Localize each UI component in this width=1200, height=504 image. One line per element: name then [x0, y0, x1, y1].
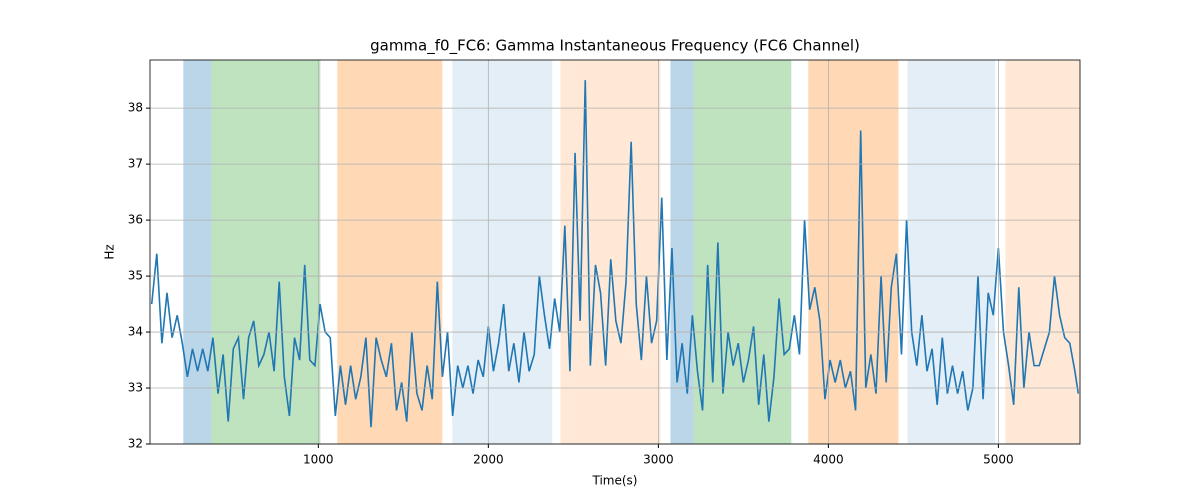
y-tick-label: 33	[128, 381, 143, 395]
x-tick-label: 1000	[303, 453, 334, 467]
span	[183, 60, 212, 444]
x-tick-label: 5000	[983, 453, 1014, 467]
x-tick-label: 2000	[473, 453, 504, 467]
y-tick-label: 35	[128, 269, 143, 283]
span	[670, 60, 694, 444]
span	[907, 60, 996, 444]
data-line	[150, 80, 1080, 428]
span	[560, 60, 661, 444]
y-tick-label: 36	[128, 213, 143, 227]
span	[452, 60, 553, 444]
plot-area	[150, 60, 1080, 444]
chart-title: gamma_f0_FC6: Gamma Instantaneous Freque…	[370, 37, 860, 56]
span	[211, 60, 321, 444]
y-axis-label: Hz	[103, 244, 117, 259]
x-axis-label: Time(s)	[592, 474, 638, 488]
axes-frame	[149, 59, 1081, 445]
y-tick-label: 32	[128, 437, 143, 451]
span	[1005, 60, 1080, 444]
y-tick-label: 38	[128, 101, 143, 115]
y-tick-label: 37	[128, 157, 143, 171]
y-tick-label: 34	[128, 325, 143, 339]
span	[808, 60, 899, 444]
span	[693, 60, 792, 444]
x-tick-label: 4000	[813, 453, 844, 467]
x-tick-label: 3000	[643, 453, 674, 467]
